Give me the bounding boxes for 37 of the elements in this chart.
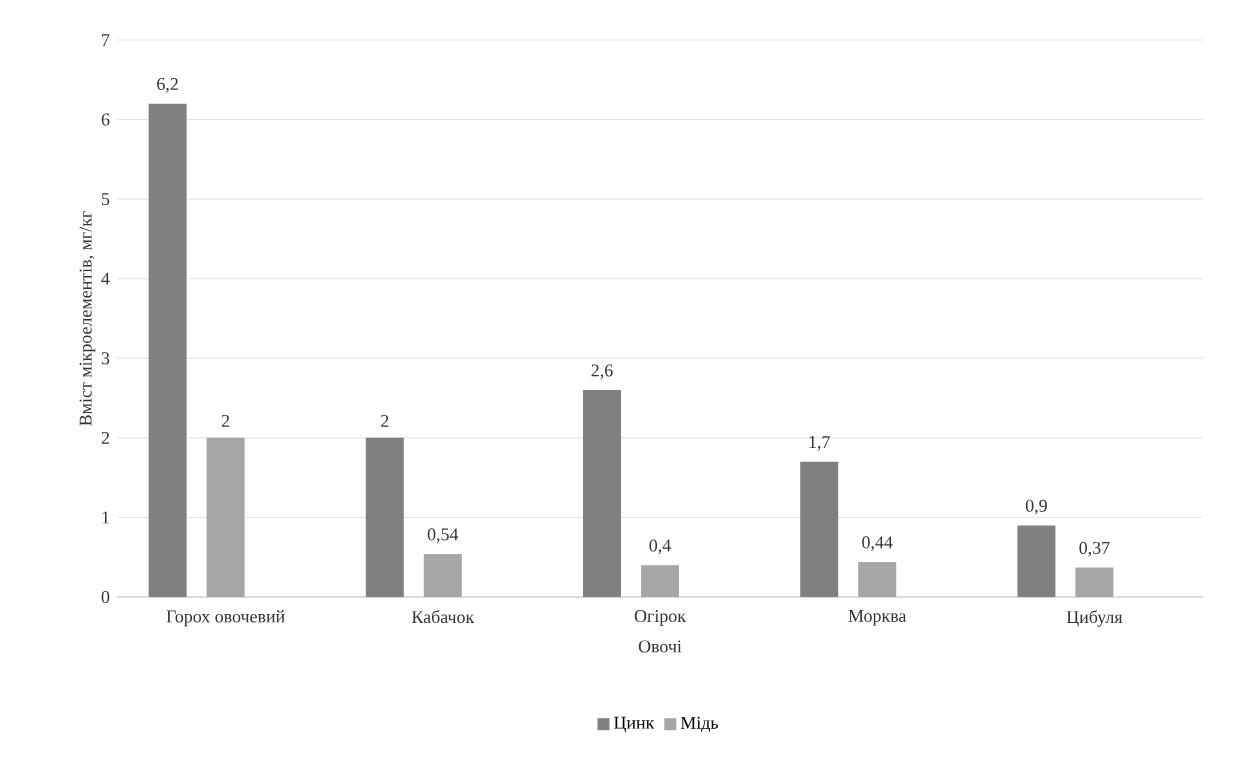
data-label: 1,7 (809, 436, 830, 451)
y-tick-label: 1 (102, 511, 109, 524)
x-tick-label: Кабачок (411, 610, 475, 624)
bar (641, 565, 680, 597)
bar (1075, 567, 1114, 597)
y-axis-title: Вміст мікроелементів, мг/кг (79, 211, 96, 426)
data-label: 2,6 (591, 364, 613, 380)
x-tick-label: Горох овочевий (166, 610, 285, 627)
bar (423, 554, 462, 597)
x-tick-label: Морква (848, 610, 907, 626)
legend-label: Цинк (614, 716, 655, 733)
bar (206, 437, 245, 597)
y-tick-label: 4 (101, 272, 110, 285)
x-tick-label: Огірок (634, 610, 686, 626)
x-axis-title: Овочі (638, 640, 682, 653)
bar (858, 561, 897, 597)
data-label: 0,37 (1079, 541, 1110, 557)
bar (365, 437, 404, 597)
data-label: 0,44 (862, 536, 893, 551)
legend-label: Мідь (680, 716, 718, 733)
data-label: 6,2 (157, 77, 178, 93)
data-label: 0,4 (649, 539, 671, 555)
data-label: 0,9 (1025, 499, 1047, 515)
data-label: 2 (381, 414, 389, 427)
y-tick-label: 0 (101, 590, 110, 604)
bar (583, 390, 622, 597)
data-label: 0,54 (427, 528, 459, 543)
bar (800, 461, 839, 597)
y-tick-label: 6 (101, 113, 110, 126)
bar (148, 103, 187, 597)
data-label: 2 (221, 414, 230, 427)
y-tick-label: 3 (101, 352, 110, 365)
y-tick-label: 2 (101, 431, 109, 444)
bar (1017, 525, 1056, 597)
y-tick-label: 7 (102, 34, 110, 46)
x-tick-label: Цибуля (1066, 610, 1123, 627)
y-tick-label: 5 (102, 193, 110, 206)
